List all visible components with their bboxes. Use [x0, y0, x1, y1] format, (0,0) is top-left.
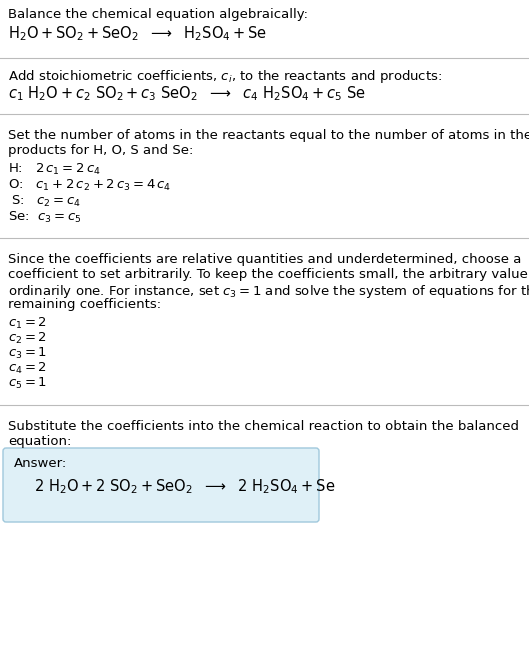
Text: O:   $c_1 + 2\,c_2 + 2\,c_3 = 4\,c_4$: O: $c_1 + 2\,c_2 + 2\,c_3 = 4\,c_4$	[8, 178, 171, 193]
Text: Substitute the coefficients into the chemical reaction to obtain the balanced: Substitute the coefficients into the che…	[8, 420, 519, 433]
Text: H:   $2\,c_1 = 2\,c_4$: H: $2\,c_1 = 2\,c_4$	[8, 162, 101, 177]
FancyBboxPatch shape	[3, 448, 319, 522]
Text: Set the number of atoms in the reactants equal to the number of atoms in the: Set the number of atoms in the reactants…	[8, 129, 529, 142]
Text: Since the coefficients are relative quantities and underdetermined, choose a: Since the coefficients are relative quan…	[8, 253, 522, 266]
Text: coefficient to set arbitrarily. To keep the coefficients small, the arbitrary va: coefficient to set arbitrarily. To keep …	[8, 268, 529, 281]
Text: $c_2 = 2$: $c_2 = 2$	[8, 331, 47, 346]
Text: $\mathrm{H_2O + SO_2 + SeO_2}$  $\longrightarrow$  $\mathrm{H_2SO_4 + Se}$: $\mathrm{H_2O + SO_2 + SeO_2}$ $\longrig…	[8, 24, 267, 43]
Text: $c_5 = 1$: $c_5 = 1$	[8, 376, 47, 391]
Text: $c_3 = 1$: $c_3 = 1$	[8, 346, 47, 361]
Text: Answer:: Answer:	[14, 457, 67, 470]
Text: $c_1 = 2$: $c_1 = 2$	[8, 316, 47, 331]
Text: Se:  $c_3 = c_5$: Se: $c_3 = c_5$	[8, 210, 81, 225]
Text: ordinarily one. For instance, set $c_3 = 1$ and solve the system of equations fo: ordinarily one. For instance, set $c_3 =…	[8, 283, 529, 300]
Text: $2\ \mathrm{H_2O} + 2\ \mathrm{SO_2} + \mathrm{SeO_2}$  $\longrightarrow$  $2\ \: $2\ \mathrm{H_2O} + 2\ \mathrm{SO_2} + \…	[34, 477, 335, 496]
Text: products for H, O, S and Se:: products for H, O, S and Se:	[8, 144, 194, 157]
Text: $c_1\ \mathrm{H_2O} + c_2\ \mathrm{SO_2} + c_3\ \mathrm{SeO_2}$  $\longrightarro: $c_1\ \mathrm{H_2O} + c_2\ \mathrm{SO_2}…	[8, 84, 366, 103]
Text: Add stoichiometric coefficients, $c_i$, to the reactants and products:: Add stoichiometric coefficients, $c_i$, …	[8, 68, 442, 85]
Text: Balance the chemical equation algebraically:: Balance the chemical equation algebraica…	[8, 8, 308, 21]
Text: remaining coefficients:: remaining coefficients:	[8, 298, 161, 311]
Text: equation:: equation:	[8, 435, 71, 448]
Text: S:   $c_2 = c_4$: S: $c_2 = c_4$	[11, 194, 81, 209]
Text: $c_4 = 2$: $c_4 = 2$	[8, 361, 47, 376]
